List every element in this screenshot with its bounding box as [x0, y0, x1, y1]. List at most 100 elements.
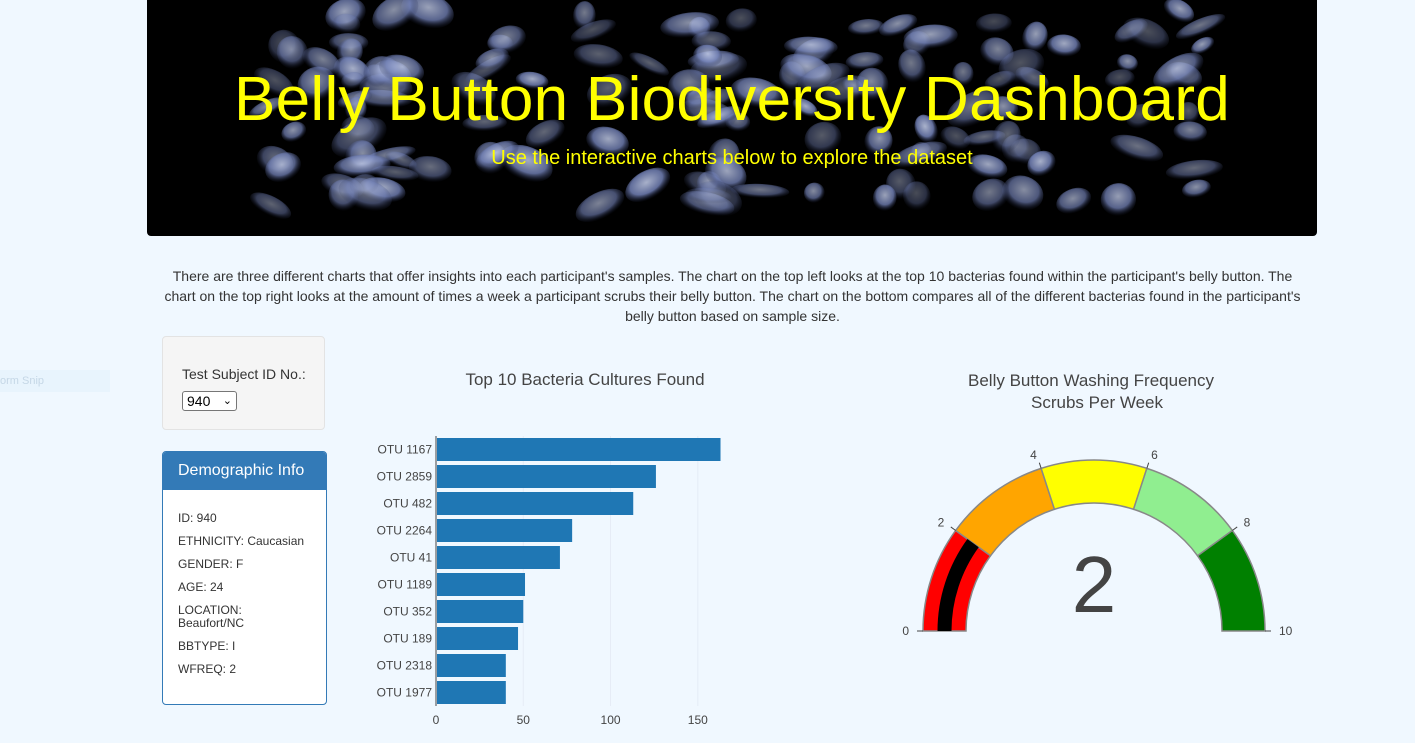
bacteria-cell-shape [281, 121, 307, 142]
bacteria-cell-shape [249, 97, 285, 118]
bacteria-cell-shape [1047, 34, 1081, 57]
bacteria-cell-shape [903, 24, 958, 49]
bar[interactable] [437, 654, 506, 677]
bacteria-cell-shape [700, 88, 735, 108]
bacteria-cell-shape [253, 67, 294, 97]
subject-id-selected-value: 940 [187, 393, 211, 409]
bacteria-cell-shape [804, 121, 842, 155]
header-banner: Belly Button Biodiversity Dashboard Use … [147, 0, 1317, 236]
bar[interactable] [437, 600, 524, 623]
bacteria-cell-shape [872, 184, 897, 212]
bacteria-cell-shape [1175, 14, 1226, 40]
bar[interactable] [437, 573, 526, 596]
bacteria-cell-shape [345, 96, 367, 122]
bacteria-cell-shape [573, 1, 596, 30]
bar[interactable] [437, 519, 573, 542]
bacteria-cell-shape [784, 36, 838, 57]
bacteria-cell-shape [1104, 69, 1135, 89]
demo-row-location: LOCATION: Beaufort/NC [178, 603, 245, 630]
bacteria-cell-shape [705, 156, 747, 192]
gauge-title: Belly Button Washing Frequency [968, 371, 1214, 390]
bacteria-cell-shape [725, 8, 757, 33]
demo-row-bbtype: BBTYPE: I [178, 639, 236, 653]
bacteria-cell-shape [338, 177, 392, 211]
bacteria-cell-shape [1165, 159, 1223, 180]
gauge-tick [1038, 462, 1042, 469]
bacteria-cell-shape [379, 54, 425, 85]
bacteria-cell-shape [975, 13, 1012, 34]
bacteria-cell-shape [972, 178, 1010, 212]
bar-x-tick-label: 100 [601, 713, 621, 727]
bacteria-cell-shape [803, 182, 825, 203]
gauge-value-label: 2 [1072, 540, 1117, 629]
bacteria-cell-shape [1191, 36, 1215, 55]
bacteria-cell-shape [1022, 21, 1048, 53]
bacteria-cell-shape [1182, 179, 1211, 198]
gauge-tick-label: 6 [1151, 448, 1158, 462]
chevron-down-icon: ⌄ [222, 395, 232, 407]
bar[interactable] [437, 627, 519, 650]
bacteria-cell-shape [1027, 150, 1056, 177]
bacteria-cell-shape [302, 47, 341, 76]
bacteria-cell-shape [685, 187, 732, 204]
bacteria-cell-shape [573, 44, 623, 69]
bacteria-cell-shape [848, 19, 885, 36]
demo-row-id: ID: 940 [178, 511, 217, 525]
bar-category-label: OTU 2264 [377, 524, 433, 538]
bar[interactable] [437, 681, 506, 704]
bacteria-cell-shape [1116, 54, 1138, 72]
bar-category-label: OTU 41 [390, 551, 432, 565]
bar-category-label: OTU 352 [383, 605, 432, 619]
bacteria-cell-shape [1153, 52, 1204, 89]
bacteria-cell-shape [341, 71, 365, 90]
subject-selector-label: Test Subject ID No.: [182, 366, 306, 382]
bacteria-cell-shape [250, 192, 292, 219]
bar-category-label: OTU 482 [383, 497, 432, 511]
bacteria-cell-shape [333, 154, 391, 178]
bar-category-label: OTU 189 [383, 632, 432, 646]
bacteria-cell-shape [1163, 0, 1195, 23]
gauge-tick [1232, 526, 1238, 531]
washing-frequency-gauge[interactable]: Belly Button Washing Frequency Scrubs Pe… [870, 360, 1320, 660]
bar[interactable] [437, 546, 560, 569]
bacteria-cell-shape [856, 67, 889, 101]
bacteria-cell-shape [265, 152, 301, 183]
bacteria-cell-shape [693, 44, 723, 68]
bacteria-cell-shape [967, 154, 1008, 179]
bar[interactable] [437, 492, 634, 515]
bacteria-cell-shape [1110, 134, 1164, 162]
bacteria-cell-shape [462, 114, 507, 132]
page-title: Belly Button Biodiversity Dashboard [233, 65, 1231, 134]
gauge-tick-label: 4 [1030, 448, 1037, 462]
subject-id-select[interactable]: 940 ⌄ [182, 391, 237, 411]
bacteria-cell-shape [892, 141, 947, 168]
bacteria-cell-shape [586, 126, 629, 157]
bacteria-cell-shape [879, 14, 918, 37]
bacteria-cell-shape [525, 119, 565, 149]
bacteria-cell-shape [408, 156, 452, 183]
demographic-panel-title: Demographic Info [163, 452, 326, 490]
bar-category-label: OTU 1167 [378, 443, 433, 457]
gauge-tick [950, 526, 956, 531]
bar-x-tick-label: 150 [688, 713, 708, 727]
gauge-tick-label: 2 [938, 515, 945, 529]
top10-bar-chart[interactable]: Top 10 Bacteria Cultures Found OTU 1167 O… [340, 360, 780, 730]
bar[interactable] [437, 438, 721, 461]
gauge-tick-label: 0 [902, 624, 909, 638]
bacteria-cell-shape [864, 126, 893, 156]
gauge-tick-label: 8 [1244, 515, 1251, 529]
bacteria-cell-shape [797, 62, 850, 94]
bacteria-cell-shape [845, 52, 884, 70]
bar[interactable] [437, 465, 656, 488]
bacteria-cell-shape [1177, 102, 1199, 124]
bacteria-cell-shape [1002, 175, 1044, 211]
bacteria-cell-shape [487, 25, 526, 55]
bacteria-cell-shape [730, 183, 790, 199]
bacteria-cell-shape [946, 89, 1001, 128]
bar-category-label: OTU 2318 [377, 659, 433, 673]
demo-row-gender: GENDER: F [178, 557, 244, 571]
bacteria-cell-shape [1056, 187, 1092, 214]
bacteria-cell-shape [1100, 183, 1137, 217]
bacteria-cell-shape [898, 49, 926, 83]
demo-row-wfreq: WFREQ: 2 [178, 662, 237, 676]
